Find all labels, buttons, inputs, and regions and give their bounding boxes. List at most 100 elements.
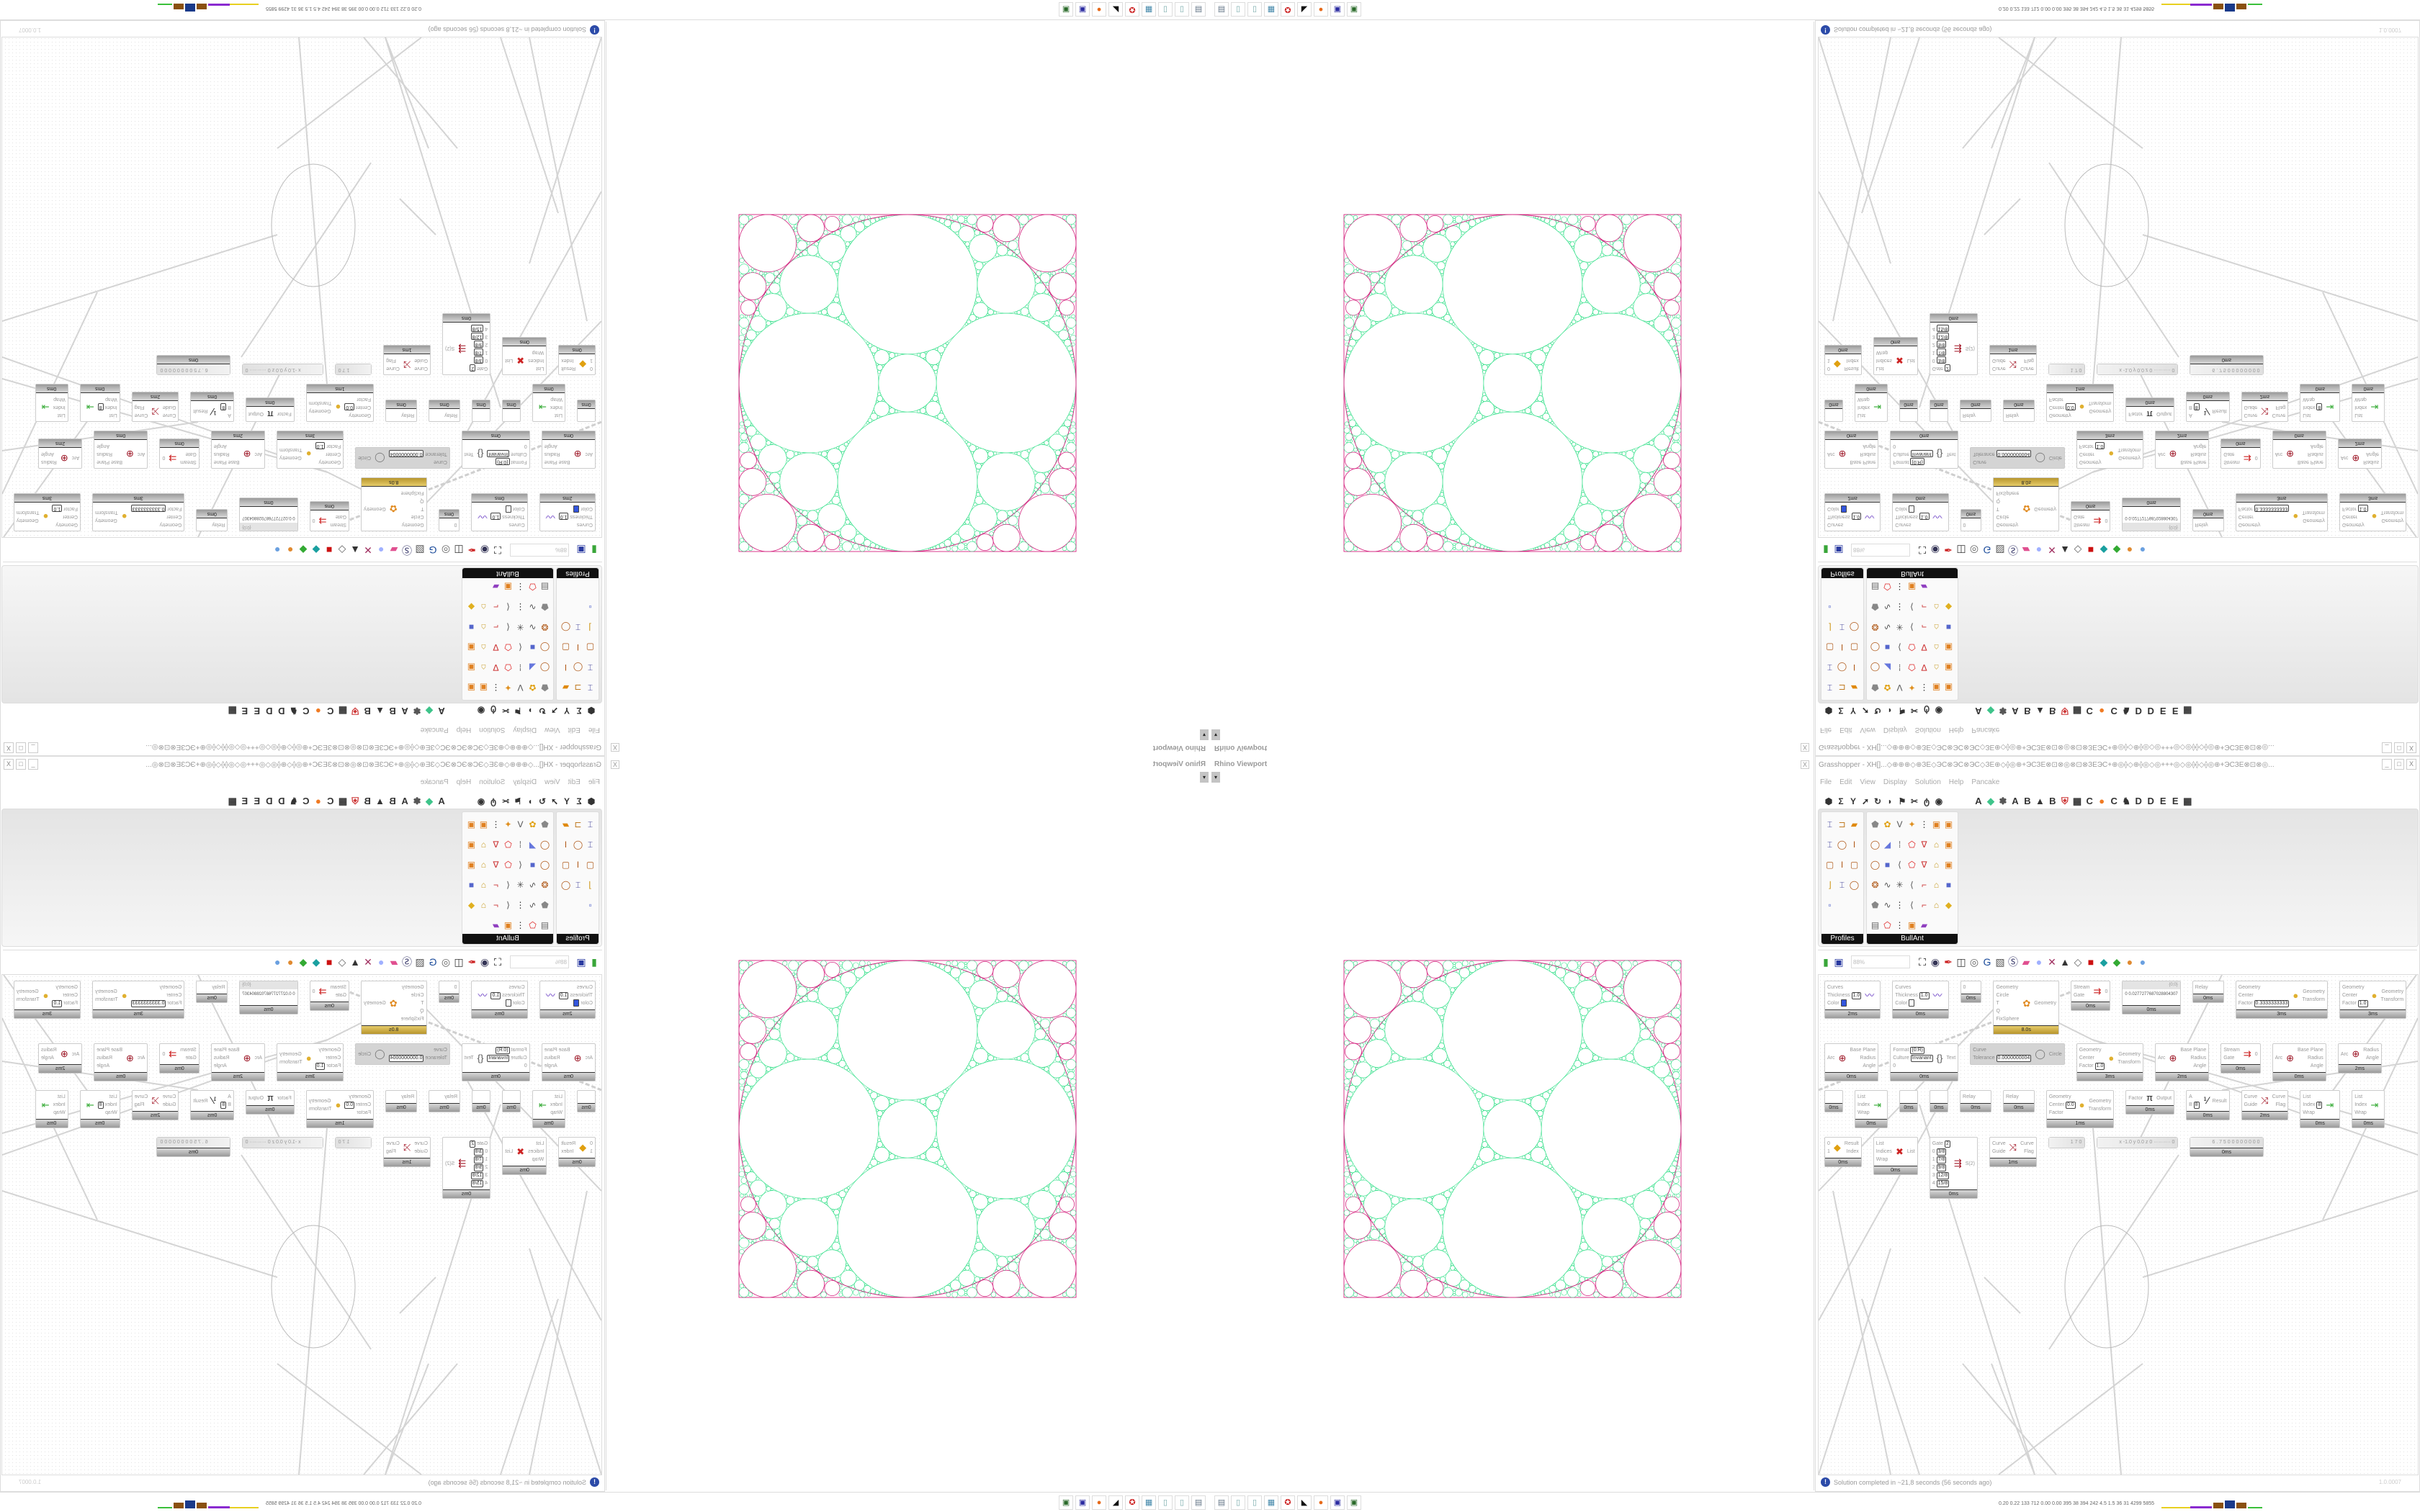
grid-lines-icon[interactable]: ⁞ [1898, 840, 1901, 850]
output-param[interactable]: Circle [2048, 455, 2062, 461]
box-profile-icon[interactable]: ▢ [1825, 860, 1834, 870]
input-param[interactable]: Wrap [550, 1109, 563, 1117]
number-slider[interactable]: x -1.0 y 0.0 z 0 ·········· 0 [242, 1138, 323, 1148]
tab-d[interactable]: D [278, 706, 285, 716]
corner-icon[interactable]: ⌐ [493, 880, 499, 890]
menu-pancake[interactable]: Pancake [420, 726, 449, 734]
param-value[interactable]: 12/8 [1936, 1172, 1950, 1179]
input-param[interactable]: Color [1895, 999, 1929, 1007]
output-param[interactable]: Geometry [2034, 1001, 2056, 1006]
ibeam-profile-icon[interactable]: ⌶ [1827, 819, 1833, 829]
component-deconstruct-arc[interactable]: Arc ⊕ Base Plane Radius Angle 0ms [1824, 1043, 1879, 1081]
zoom-extents-icon[interactable]: ⛶ [494, 544, 501, 556]
bell-icon[interactable]: ▲ [2060, 956, 2070, 968]
arrow-icon[interactable]: ➚ [1861, 706, 1870, 716]
input-param[interactable]: Relay [1963, 411, 1976, 419]
input-param[interactable]: Gate [2074, 991, 2090, 999]
server-icon[interactable]: ▣ [1059, 2, 1073, 17]
color-swatch[interactable] [1909, 999, 1914, 1007]
param-value[interactable]: 2 [470, 364, 476, 372]
green-shape-icon[interactable]: ◆ [299, 544, 308, 556]
angle-profile-icon[interactable]: ⌋ [1828, 880, 1832, 890]
input-param[interactable]: Factor0.3333333333 [130, 999, 182, 1007]
component-deconstruct-arc[interactable]: Arc ⊕ Radius Angle 2ms [2337, 438, 2383, 469]
v-shape-icon[interactable]: V [517, 683, 524, 693]
component-stream-gate[interactable]: Stream Gate ⇉ 0 0ms [159, 1043, 200, 1074]
polygon-red-icon[interactable]: ⬠ [529, 920, 537, 930]
tab-icon[interactable]: ● [2099, 706, 2105, 716]
shield-app-icon[interactable]: ✪ [1125, 1495, 1139, 1510]
v-shape-icon[interactable]: V [517, 819, 524, 829]
param-value[interactable]: 8 [220, 403, 227, 410]
solid-icon[interactable]: ⬟ [541, 683, 549, 693]
tab-icon[interactable]: ● [315, 796, 321, 806]
menu-file[interactable]: File [1820, 726, 1832, 734]
output-param[interactable]: Angle [2366, 451, 2380, 456]
menu-edit[interactable]: Edit [1839, 726, 1852, 734]
component-flip-curve[interactable]: Curve Guide ⤨ Curve Flag 1ms [1989, 1137, 2037, 1167]
ring-profile-icon[interactable]: ◯ [1837, 662, 1847, 672]
input-param[interactable]: Curve [414, 364, 428, 372]
input-param[interactable]: Index [2354, 1101, 2367, 1109]
input-param[interactable]: Index [1857, 403, 1870, 411]
param-value[interactable]: 9/8 [473, 341, 484, 348]
number-slider[interactable]: 6 . 7 5 0 0 0 0 0 0 0 0 [157, 1138, 230, 1148]
output-param[interactable]: Flag [386, 358, 396, 363]
input-param[interactable]: Gate2 [470, 364, 488, 372]
wing-icon[interactable]: ტ [490, 706, 496, 716]
component-deconstruct-arc[interactable]: Arc ⊕ Base Plane Radius Angle 0ms [2272, 1043, 2326, 1081]
color-swatch[interactable] [573, 505, 580, 513]
paint-icon[interactable]: ◎ [1969, 544, 1979, 556]
tab-c[interactable]: C [2086, 706, 2093, 716]
param-value[interactable]: 9/8 [1936, 1164, 1947, 1171]
tab-icon[interactable]: ▦ [228, 706, 237, 716]
v-frame-icon[interactable]: ∇ [1921, 860, 1927, 870]
param-value[interactable]: 0.0000000004 [1996, 1055, 2032, 1062]
box-profile-icon[interactable]: ▢ [586, 860, 595, 870]
component-param[interactable]: 0ms [1899, 400, 1919, 422]
menu-solution[interactable]: Solution [479, 778, 506, 786]
flag-icon[interactable]: ⚑ [1898, 796, 1906, 806]
red-cube-icon[interactable]: ■ [326, 544, 333, 556]
sigma-icon[interactable]: Σ [576, 796, 582, 806]
input-param[interactable]: Format{0:R} [1893, 458, 1932, 466]
green-shape-icon[interactable]: ◆ [2112, 544, 2121, 556]
output-param[interactable]: Base Plane [97, 1048, 122, 1053]
input-param[interactable]: Relay [444, 1093, 457, 1101]
input-param[interactable]: Wrap [98, 395, 117, 403]
input-param[interactable]: List [1857, 1093, 1870, 1101]
tab-b[interactable]: B [364, 706, 371, 716]
output-param[interactable]: Geometry [279, 1051, 302, 1057]
polygon-red-icon[interactable]: ⬠ [1883, 920, 1891, 930]
input-param[interactable]: Index [1857, 1101, 1870, 1109]
input-param[interactable]: Relay [444, 411, 457, 419]
array-icon[interactable]: ⋮ [516, 602, 525, 612]
tab-d[interactable]: D [266, 706, 273, 716]
component-cull-index[interactable]: List Indices Wrap ✖ List 0ms [502, 1137, 547, 1175]
input-param[interactable]: Curve [1973, 458, 2031, 466]
input-param[interactable]: Index [550, 403, 563, 411]
ring-profile-icon[interactable]: ◯ [560, 622, 571, 632]
frame-icon[interactable]: ▣ [467, 819, 476, 829]
ring-profile-icon[interactable]: ◯ [1837, 840, 1847, 850]
lock-icon[interactable]: ⌂ [1933, 880, 1940, 890]
input-param[interactable]: Arc [1827, 1054, 1835, 1062]
input-param[interactable]: Curves [559, 521, 593, 528]
component-param[interactable]: Relay 0ms [2002, 400, 2035, 422]
flag-icon[interactable]: ⚑ [514, 796, 522, 806]
sigma-icon[interactable]: Σ [1838, 796, 1844, 806]
component-param[interactable]: 0ms [501, 400, 521, 422]
component-pancake[interactable]: Geometry Circle T Q FixSphere ✿ Geometry 8.0s [361, 981, 427, 1035]
menu-edit[interactable]: Edit [568, 726, 581, 734]
polyline-icon[interactable]: ⟨ [506, 880, 510, 890]
floppy-64-icon[interactable]: ▣ [1330, 1495, 1345, 1510]
input-param[interactable]: Tolerance0.0000000004 [388, 1054, 447, 1062]
tab-d[interactable]: D [266, 796, 273, 806]
input-param[interactable]: List [1857, 411, 1870, 419]
tab-c[interactable]: C [302, 796, 310, 806]
rainbow-icon[interactable]: ▰ [492, 920, 500, 930]
